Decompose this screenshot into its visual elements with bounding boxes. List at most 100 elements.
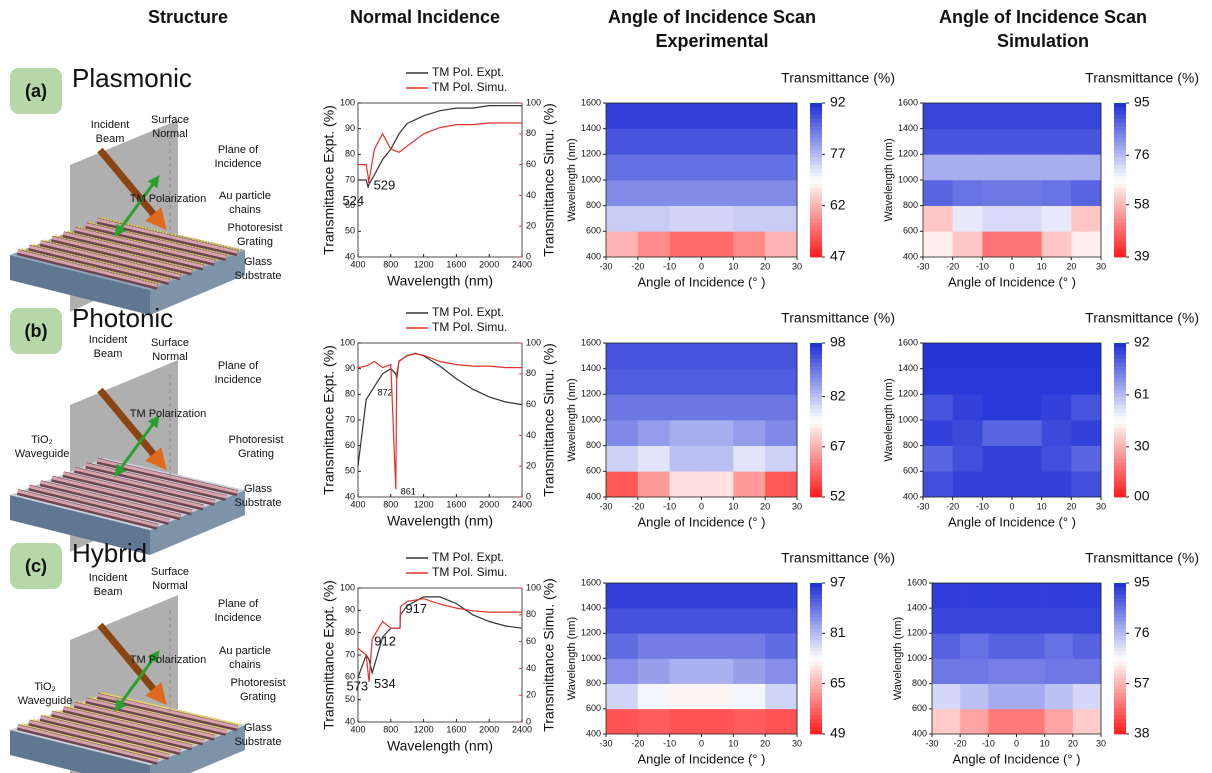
callout: Au particle [219,190,271,202]
colorbar-step [810,654,822,659]
heatmap-cell [952,154,983,181]
heatmap-cell [733,583,766,609]
colorbar-tick-label: 82 [830,387,846,403]
y-tick-label: 70 [345,174,355,184]
colorbar-step [1114,385,1126,390]
heatmap-cell [1016,633,1045,659]
heatmap-cell [1071,394,1102,421]
heatmap-cell [923,420,953,446]
callout: Waveguide [15,448,70,460]
colorbar-step [810,141,822,146]
y-tick-label: 50 [345,466,355,476]
colorbar-step [1114,176,1126,181]
heatmap-cell [988,608,1017,634]
colorbar-tick-label: 76 [1134,624,1150,640]
colorbar-step [810,647,822,652]
y-tick-label: 800 [586,200,601,210]
heatmap-cell [669,633,702,659]
annotation: 529 [374,178,396,193]
heatmap-cell [923,231,953,258]
callout: Beam [94,586,123,598]
heatmap-cell [733,205,766,232]
heatmap-cell [701,154,734,181]
structure-name: Photonic [72,303,173,333]
heatmap-cell [982,128,1013,155]
heatmap-cell [765,420,798,446]
colorbar-step [810,195,822,200]
y-tick-label: 400 [903,491,918,501]
heatmap-cell [701,658,734,684]
heatmap-cell [982,471,1013,498]
x-tick-label: -10 [982,738,995,748]
y2-axis-label: Transmittance Simu. (%) [541,343,557,497]
colorbar-title: Transmittance (%) [781,310,895,326]
colorbar-step [1114,129,1126,135]
heatmap-cell [932,708,961,735]
colorbar-step [1114,726,1126,731]
heatmap-cell [733,128,766,155]
colorbar-step [1114,677,1126,682]
row-label-box [10,68,62,114]
grating-stripe [17,724,158,763]
heatmap-cell [669,708,702,735]
colorbar-step [810,673,822,678]
callout: Glass [244,256,273,268]
grating-stripe [74,702,215,739]
colorbar-step [810,416,822,421]
column-header: Structure [148,7,228,27]
colorbar-step [810,237,822,242]
heatmap-cell [1071,420,1102,446]
grating-stripe [28,720,170,758]
heatmap-cell [701,128,734,155]
heatmap-cell [923,368,953,395]
data-line [357,598,522,682]
heatmap-cell [1044,708,1074,735]
colorbar-step [810,684,822,690]
y-tick-label: 1600 [907,577,927,587]
heatmap-cell [1071,103,1102,129]
structure-name: Plasmonic [72,63,192,93]
heatmap-cell [637,154,670,181]
heatmap-cell [765,633,798,659]
y-tick-label: 1400 [581,603,601,613]
colorbar-step [810,145,822,150]
y-tick-label: 1200 [581,389,601,399]
grating-stripe [28,485,170,523]
y-tick-label: 70 [345,414,355,424]
callout: chains [229,204,261,216]
colorbar-step [810,696,822,701]
y-tick-label: 80 [345,149,355,159]
colorbar-step [810,393,822,398]
colorbar-step [1114,658,1126,663]
y2-tick-label: 40 [526,430,536,440]
heatmap-cell [932,658,961,684]
y-axis-label: Wavelength (nm) [566,138,578,221]
heatmap-cell [606,420,639,446]
heatmap-cell [765,583,798,609]
heatmap-cell [701,420,734,446]
y-tick-label: 1600 [581,337,601,347]
x-tick-label: 0 [699,501,704,511]
substrate-side [10,255,150,315]
heatmap-cell [1012,128,1042,155]
colorbar-step [810,613,822,618]
y2-tick-label: 40 [526,190,536,200]
x-axis-label: Wavelength (nm) [387,738,493,754]
colorbar-step [810,408,822,413]
y-tick-label: 800 [912,678,927,688]
x-tick-label: 10 [1040,738,1050,748]
colorbar-tick-label: 95 [1134,574,1150,590]
colorbar-step [1114,358,1126,363]
grating-stripe [85,222,227,259]
colorbar-step [1114,628,1126,633]
colorbar-tick-label: 76 [1134,146,1150,162]
heatmap-cell [1012,205,1042,232]
heatmap-cell [982,343,1013,369]
colorbar-step [1114,420,1126,425]
heatmap-cell [637,445,670,472]
heatmap-cell [952,420,983,446]
colorbar-step [810,669,822,674]
heatmap-cell [1072,583,1102,609]
colorbar-step [1114,408,1126,413]
colorbar-step [810,164,822,169]
